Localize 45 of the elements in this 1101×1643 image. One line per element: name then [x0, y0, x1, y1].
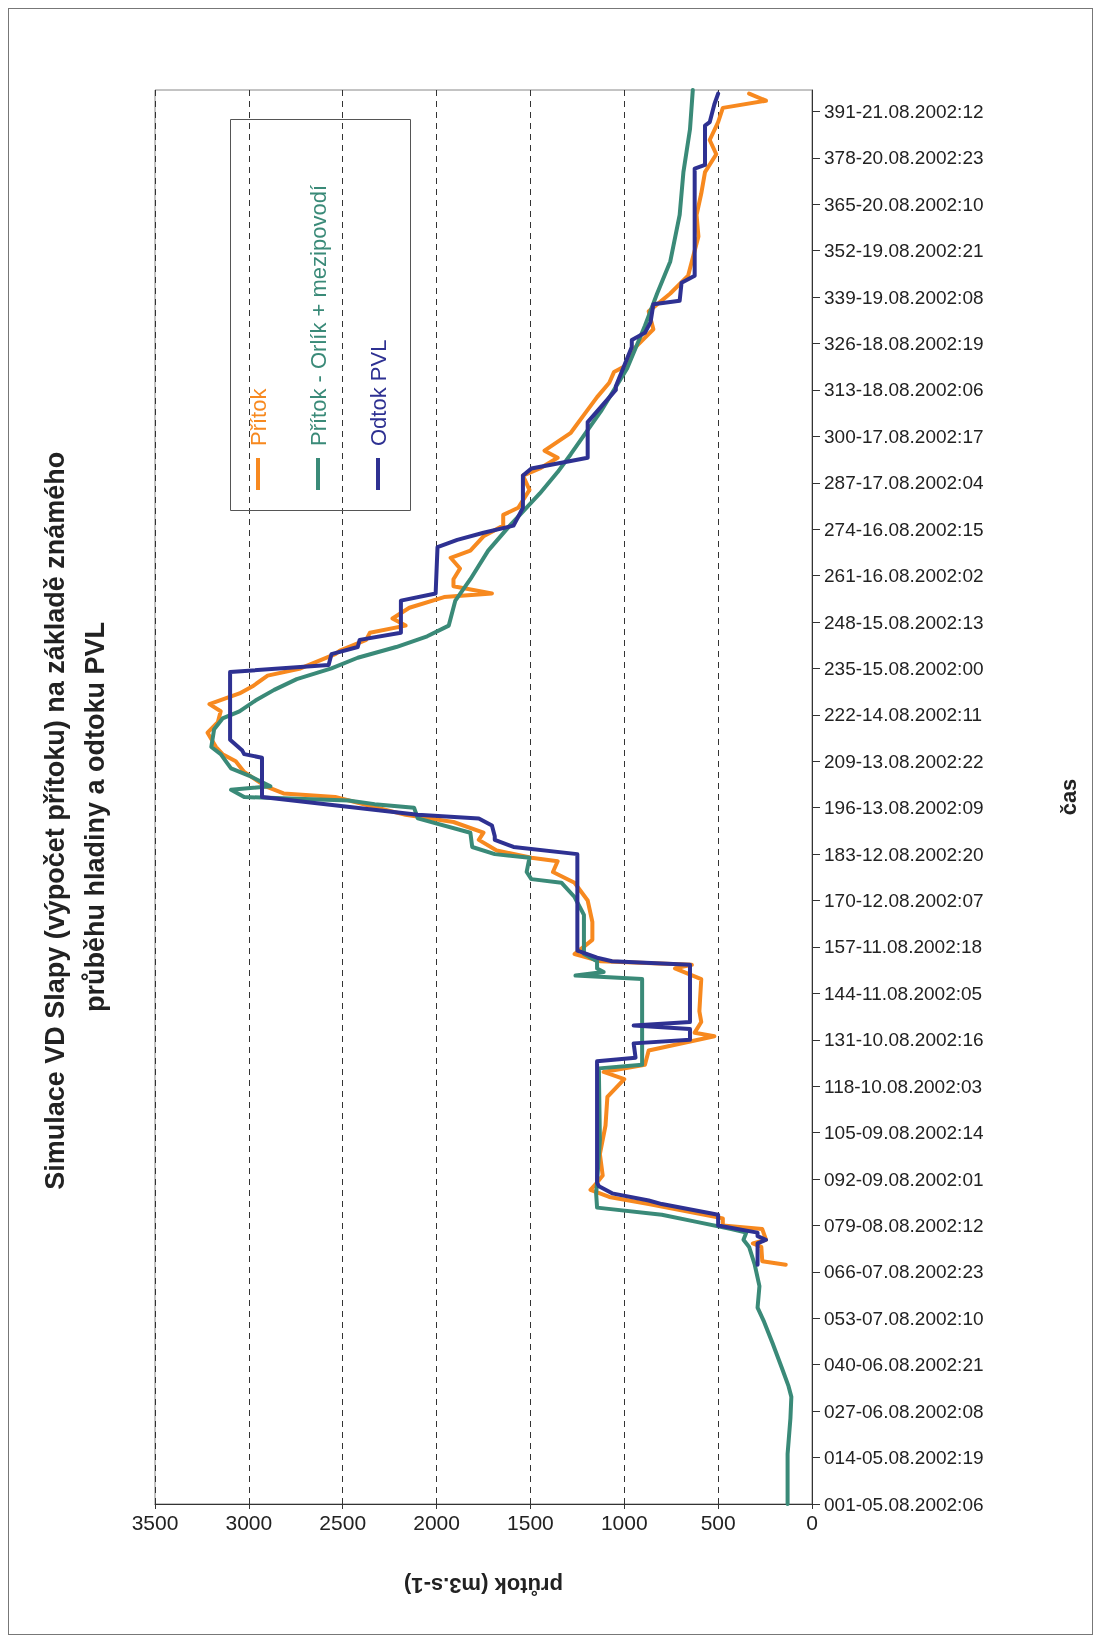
x-tick-label: 2500 — [319, 1511, 367, 1534]
text: Přítok - Orlík + mezipovodí — [305, 184, 331, 446]
y-tick-label: 365-20.08.2002:10 — [824, 193, 984, 215]
text: Odtok PVL — [365, 339, 391, 446]
y-tick-label: 313-18.08.2002:06 — [824, 379, 984, 401]
y-tick-label: 157-11.08.2002:18 — [824, 936, 983, 958]
y-tick-label: 248-15.08.2002:13 — [824, 611, 984, 633]
y-tick-label: 079-08.08.2002:12 — [824, 1214, 984, 1236]
y-tick-label: 053-07.08.2002:10 — [824, 1307, 984, 1329]
y-tick-label: 261-16.08.2002:02 — [824, 565, 984, 587]
y-tick-label: 209-13.08.2002:22 — [824, 750, 984, 772]
y-tick-label: 287-17.08.2002:04 — [824, 472, 984, 494]
y-tick-label: 300-17.08.2002:17 — [824, 425, 984, 447]
x-tick-label: 1500 — [507, 1511, 554, 1534]
y-tick-label: 391-21.08.2002:12 — [824, 100, 984, 122]
x-tick-label: 3500 — [131, 1511, 179, 1534]
y-tick-label: 222-14.08.2002:11 — [824, 704, 983, 726]
y-tick-label: 274-16.08.2002:15 — [824, 518, 984, 540]
y-tick-label: 235-15.08.2002:00 — [824, 657, 984, 679]
y-tick-label: 014-05.08.2002:19 — [824, 1447, 984, 1469]
x-tick-label: 1000 — [600, 1511, 648, 1534]
y-tick-label: 326-18.08.2002:19 — [824, 333, 984, 355]
y-tick-label: 118-10.08.2002:03 — [824, 1075, 983, 1097]
text: Přítok — [245, 387, 271, 446]
x-tick-label: 0 — [806, 1511, 818, 1534]
y-tick-label: 352-19.08.2002:21 — [824, 240, 984, 262]
y-tick-label: 027-06.08.2002:08 — [824, 1400, 984, 1422]
y-tick-label: 196-13.08.2002:09 — [824, 797, 984, 819]
y-tick-label: 001-05.08.2002:06 — [824, 1493, 984, 1515]
x-tick-label: 2000 — [413, 1511, 460, 1534]
y-tick-label: 066-07.08.2002:23 — [824, 1261, 984, 1283]
y-tick-label: 040-06.08.2002:21 — [824, 1354, 984, 1376]
text: Simulace VD Slapy (výpočet přítoku) na základě známého průběhu hladiny a odtoku PVL — [40, 444, 110, 1190]
y-tick-label: 131-10.08.2002:16 — [824, 1029, 984, 1051]
x-tick-label: 3000 — [225, 1511, 273, 1534]
x-axis-title: průtok (m3.s-1) — [404, 1572, 563, 1598]
y-tick-label: 092-09.08.2002:01 — [824, 1168, 984, 1190]
y-tick-label: 144-11.08.2002:05 — [824, 982, 983, 1004]
y-tick-label: 183-12.08.2002:20 — [824, 843, 984, 865]
y-axis-title: čas — [1055, 778, 1081, 816]
x-tick-label: 500 — [700, 1511, 736, 1534]
y-tick-label: 378-20.08.2002:23 — [824, 147, 984, 169]
y-tick-label: 170-12.08.2002:07 — [824, 890, 984, 912]
y-tick-label: 339-19.08.2002:08 — [824, 286, 984, 308]
y-tick-label: 105-09.08.2002:14 — [824, 1122, 984, 1144]
